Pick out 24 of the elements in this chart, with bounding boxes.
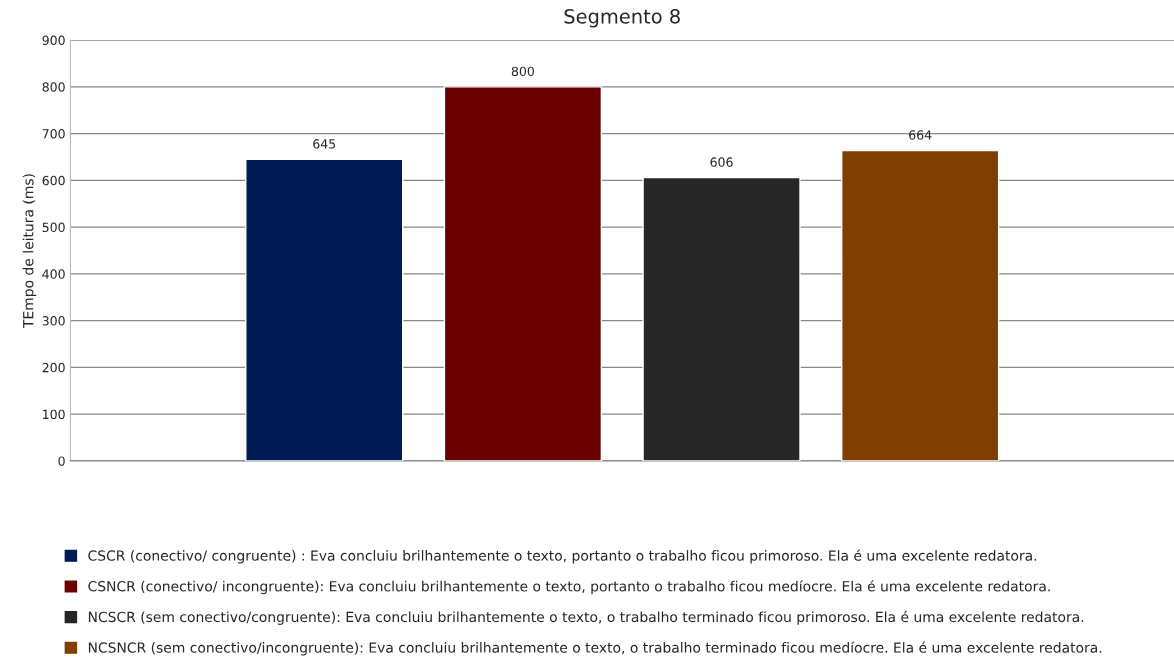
data-label: 664 <box>909 130 932 140</box>
y-tick-label: 400 <box>42 269 65 279</box>
data-label: 606 <box>710 157 733 167</box>
y-tick-label: 200 <box>42 362 65 373</box>
y-tick-label: 500 <box>42 222 65 233</box>
y-axis-title: TEmpo de leitura (ms) <box>22 174 37 329</box>
legend-label: NCSCR (sem conectivo/congruente): Eva concluiu brilhantemente o texto, o trabalho terminado ficou primoroso. Ela é uma excelente redatora. <box>88 610 1084 625</box>
legend-label: CSNCR (conectivo/ incongruente): Eva concluiu brilhantemente o texto, portanto o trabalho ficou medíocre. Ela é uma excelente redatora. <box>88 580 1050 595</box>
y-tick-label: 900 <box>42 35 65 46</box>
bar <box>642 176 801 461</box>
bar <box>841 149 1000 461</box>
y-tick-label: 300 <box>42 316 65 326</box>
bar <box>245 158 404 461</box>
data-label: 645 <box>313 139 336 149</box>
data-label: 800 <box>511 66 534 77</box>
chart-title: Segmento 8 <box>564 8 680 28</box>
y-tick-label: 600 <box>42 175 65 186</box>
legend-label: CSCR (conectivo/ congruente) : Eva concluiu brilhantemente o texto, portanto o trabalho ficou primoroso. Ela é uma excelente redatora. <box>88 549 1037 564</box>
y-tick-label: 0 <box>58 456 65 466</box>
y-tick-label: 800 <box>42 82 65 92</box>
bar <box>443 86 603 461</box>
legend-label: NCSNCR (sem conectivo/incongruente): Eva concluiu brilhantemente o texto, o trabalho terminado ficou medíocre. Ela é uma excelente redatora. <box>88 641 1102 656</box>
y-tick-label: 700 <box>42 129 65 139</box>
y-tick-label: 100 <box>43 409 65 420</box>
